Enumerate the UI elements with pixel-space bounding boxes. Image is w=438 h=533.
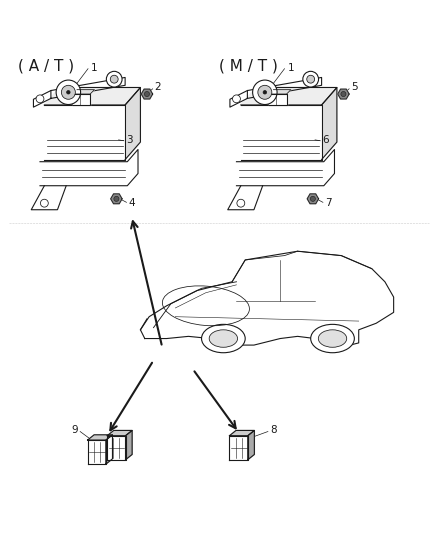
Circle shape (110, 75, 118, 83)
Polygon shape (51, 77, 125, 99)
Polygon shape (237, 149, 335, 185)
Circle shape (56, 80, 81, 104)
Polygon shape (228, 185, 263, 210)
Polygon shape (44, 87, 141, 105)
Polygon shape (88, 440, 106, 464)
Circle shape (253, 80, 277, 104)
Polygon shape (31, 185, 66, 210)
Polygon shape (338, 89, 349, 99)
Text: 9: 9 (71, 425, 78, 435)
Polygon shape (247, 77, 321, 99)
Text: 5: 5 (351, 83, 358, 93)
Polygon shape (125, 87, 141, 159)
Polygon shape (73, 90, 95, 94)
Circle shape (237, 199, 245, 207)
Circle shape (341, 92, 346, 96)
Polygon shape (44, 105, 125, 159)
Ellipse shape (318, 330, 347, 348)
Polygon shape (33, 91, 51, 107)
Polygon shape (73, 94, 90, 105)
Text: 4: 4 (128, 198, 135, 208)
Circle shape (303, 71, 318, 87)
Ellipse shape (311, 325, 354, 353)
Polygon shape (307, 194, 318, 204)
Polygon shape (230, 91, 247, 107)
Circle shape (310, 196, 315, 201)
Ellipse shape (209, 330, 237, 348)
Polygon shape (269, 94, 286, 105)
Polygon shape (107, 431, 132, 435)
Polygon shape (321, 87, 337, 159)
Text: ( A / T ): ( A / T ) (18, 58, 74, 73)
Circle shape (258, 85, 272, 99)
Circle shape (263, 91, 267, 94)
Polygon shape (230, 435, 248, 459)
Ellipse shape (201, 325, 245, 353)
Text: 2: 2 (155, 83, 161, 93)
Polygon shape (248, 431, 254, 459)
Polygon shape (241, 105, 321, 159)
Text: ( M / T ): ( M / T ) (219, 58, 278, 73)
Polygon shape (230, 431, 254, 435)
Polygon shape (106, 435, 113, 464)
Polygon shape (88, 435, 113, 440)
Circle shape (145, 92, 149, 96)
Text: 6: 6 (323, 135, 329, 145)
Polygon shape (141, 251, 394, 345)
Circle shape (114, 196, 119, 201)
Polygon shape (126, 431, 132, 459)
Circle shape (233, 95, 240, 103)
Text: 3: 3 (126, 135, 133, 145)
Circle shape (40, 199, 48, 207)
Text: 1: 1 (288, 63, 294, 73)
Polygon shape (107, 435, 126, 459)
Text: 1: 1 (91, 63, 98, 73)
Polygon shape (40, 149, 138, 185)
Polygon shape (241, 87, 337, 105)
Circle shape (61, 85, 75, 99)
Circle shape (36, 95, 44, 103)
Text: 7: 7 (325, 198, 332, 208)
Text: 8: 8 (270, 425, 277, 435)
Polygon shape (111, 194, 122, 204)
Polygon shape (269, 90, 291, 94)
Circle shape (307, 75, 314, 83)
Circle shape (67, 91, 70, 94)
Circle shape (106, 71, 122, 87)
Polygon shape (141, 89, 152, 99)
